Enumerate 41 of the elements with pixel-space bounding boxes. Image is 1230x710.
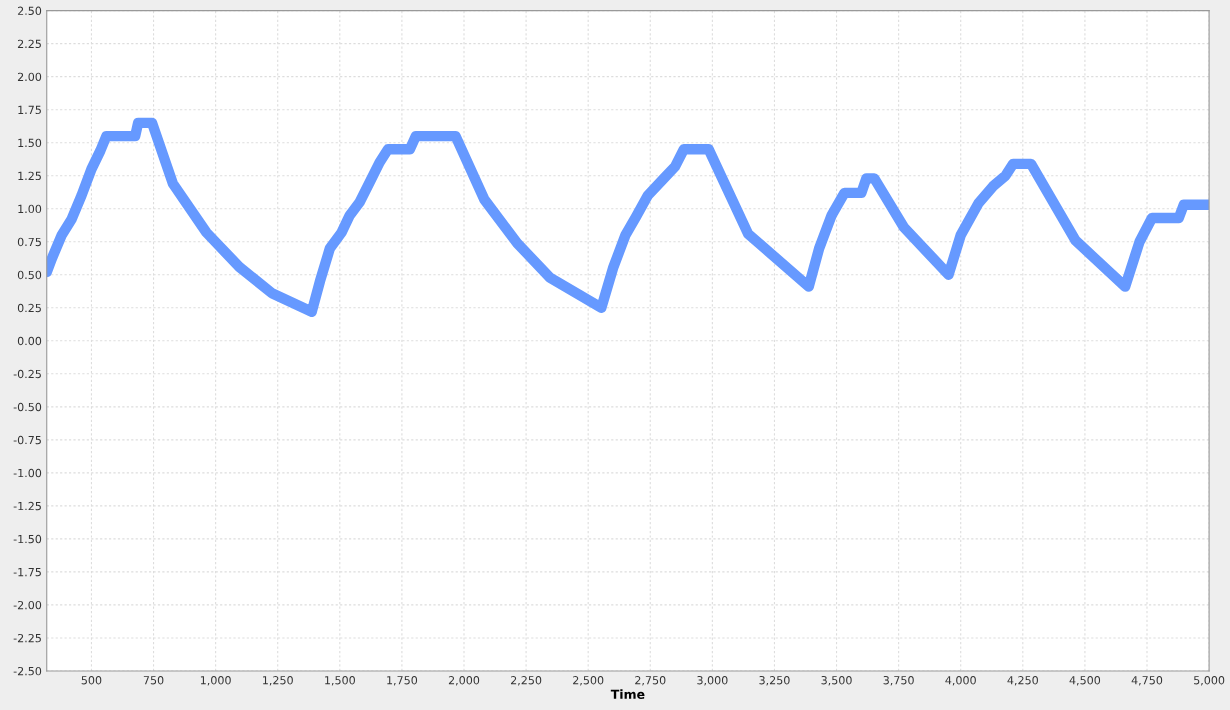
y-tick-label: -1.25 — [13, 501, 41, 511]
y-tick-label: 0.75 — [17, 237, 41, 247]
y-tick-label: 1.25 — [18, 171, 41, 181]
y-tick-label: 2.50 — [17, 6, 42, 16]
y-tick-label: 1.00 — [18, 204, 42, 214]
x-tick-label: 2,750 — [635, 676, 666, 686]
y-tick-label: 2.25 — [17, 39, 41, 49]
y-tick-label: 0.00 — [17, 336, 42, 346]
x-tick-label: 2,500 — [573, 676, 604, 686]
y-tick-label: 1.50 — [18, 138, 42, 148]
y-tick-label: -1.75 — [13, 568, 41, 577]
y-tick-label: 2.00 — [17, 72, 42, 82]
x-tick-label: 1,750 — [387, 676, 418, 686]
x-tick-label: 3,000 — [697, 676, 728, 686]
x-tick-label: 1,000 — [200, 676, 231, 686]
x-tick-label: 2,250 — [510, 676, 542, 686]
y-tick-label: -0.75 — [13, 435, 41, 445]
x-tick-label: 5,000 — [1194, 676, 1225, 686]
x-tick-label: 1,500 — [325, 676, 355, 686]
y-tick-label: -0.50 — [13, 402, 42, 412]
x-tick-label: 3,500 — [821, 676, 852, 686]
x-axis-title: Time — [610, 689, 645, 700]
x-tick-label: 500 — [81, 676, 102, 685]
y-tick-label: -1.00 — [13, 468, 42, 478]
x-tick-label: 2,000 — [448, 676, 480, 686]
y-tick-label: 0.25 — [17, 303, 41, 313]
x-tick-label: 1,250 — [263, 676, 293, 686]
y-tick-label: -1.50 — [13, 534, 42, 544]
y-tick-label: -2.50 — [13, 666, 42, 676]
x-tick-label: 4,250 — [1007, 676, 1038, 686]
y-tick-label: -2.00 — [13, 600, 42, 610]
x-tick-label: 3,250 — [759, 676, 790, 686]
x-tick-label: 4,500 — [1069, 676, 1101, 686]
x-tick-label: 3,750 — [883, 676, 914, 686]
x-tick-label: 4,000 — [945, 676, 976, 686]
y-tick-label: -0.25 — [13, 369, 41, 379]
y-tick-label: 1.75 — [18, 105, 41, 115]
x-tick-label: 750 — [143, 676, 164, 685]
x-tick-label: 4,750 — [1131, 676, 1163, 686]
y-tick-label: -2.25 — [13, 633, 41, 643]
y-tick-label: 0.50 — [17, 270, 42, 280]
